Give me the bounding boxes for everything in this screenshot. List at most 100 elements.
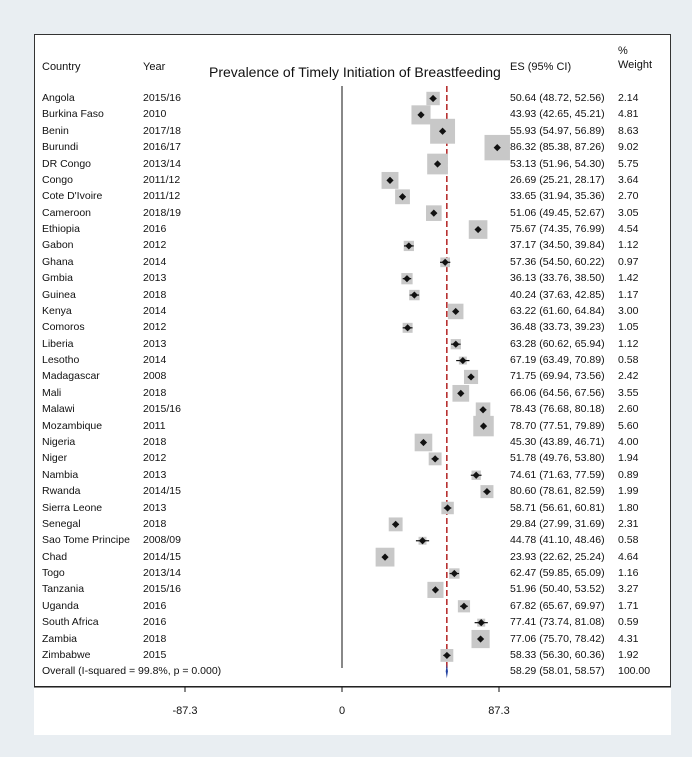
point-estimate bbox=[429, 94, 437, 103]
weight-label: 9.02 bbox=[618, 141, 639, 154]
header-es: ES (95% CI) bbox=[510, 61, 572, 73]
country-label: Rwanda bbox=[42, 485, 81, 498]
point-estimate bbox=[438, 127, 447, 135]
weight-label: 0.59 bbox=[618, 616, 639, 629]
country-label: Congo bbox=[42, 173, 73, 186]
weight-label: 3.27 bbox=[618, 583, 639, 596]
plot-panel bbox=[34, 34, 671, 687]
year-label: 2012 bbox=[143, 239, 167, 252]
year-label: 2015/16 bbox=[143, 583, 181, 596]
x-axis-area bbox=[34, 687, 671, 735]
weight-label: 1.80 bbox=[618, 501, 639, 514]
weight-label: 5.75 bbox=[618, 157, 639, 170]
point-estimate bbox=[452, 307, 460, 316]
es-ci-label: 67.82 (65.67, 69.97) bbox=[510, 599, 605, 612]
weight-label: 3.64 bbox=[618, 173, 639, 186]
weight-label: 0.58 bbox=[618, 534, 639, 547]
country-label: Madagascar bbox=[42, 370, 100, 383]
year-label: 2015/16 bbox=[143, 403, 181, 416]
header-weight-line1: % bbox=[618, 45, 628, 57]
country-label: Benin bbox=[42, 124, 69, 137]
country-label: South Africa bbox=[42, 616, 99, 629]
point-estimate bbox=[474, 225, 482, 234]
country-label: Chad bbox=[42, 550, 68, 563]
point-estimate bbox=[417, 111, 425, 119]
es-ci-label: 45.30 (43.89, 46.71) bbox=[510, 435, 605, 448]
year-label: 2018/19 bbox=[143, 206, 181, 219]
point-estimate bbox=[467, 373, 475, 381]
weight-label: 3.55 bbox=[618, 386, 639, 399]
country-label: Comoros bbox=[42, 321, 85, 334]
es-ci-label: 80.60 (78.61, 82.59) bbox=[510, 485, 605, 498]
chart-title: Prevalence of Timely Initiation of Breas… bbox=[209, 64, 501, 80]
es-ci-label: 86.32 (85.38, 87.26) bbox=[510, 141, 605, 154]
es-ci-label: 58.33 (56.30, 60.36) bbox=[510, 648, 605, 661]
es-ci-label: 57.36 (54.50, 60.22) bbox=[510, 255, 605, 268]
year-label: 2014 bbox=[143, 304, 167, 317]
weight-label: 1.71 bbox=[618, 599, 639, 612]
header-year: Year bbox=[143, 61, 166, 73]
point-estimate bbox=[479, 422, 488, 430]
x-tick-label: 87.3 bbox=[488, 705, 510, 717]
weight-label: 1.12 bbox=[618, 337, 639, 350]
es-ci-label: 63.28 (60.62, 65.94) bbox=[510, 337, 605, 350]
es-ci-label: 43.93 (42.65, 45.21) bbox=[510, 108, 605, 121]
overall-diamond bbox=[445, 664, 448, 679]
year-label: 2012 bbox=[143, 452, 167, 465]
point-estimate bbox=[476, 635, 485, 643]
year-label: 2012 bbox=[143, 321, 167, 334]
point-estimate bbox=[493, 144, 501, 152]
country-label: Sao Tome Principe bbox=[42, 534, 130, 547]
point-estimate bbox=[404, 324, 412, 332]
country-label: Cameroon bbox=[42, 206, 92, 219]
header-weight-line2: Weight bbox=[618, 59, 653, 71]
country-label: Angola bbox=[42, 92, 75, 104]
year-label: 2016 bbox=[143, 599, 167, 612]
es-ci-label: 58.71 (56.61, 60.81) bbox=[510, 501, 605, 514]
es-ci-label: 29.84 (27.99, 31.69) bbox=[510, 517, 605, 530]
year-label: 2014 bbox=[143, 255, 167, 268]
weight-label: 3.00 bbox=[618, 304, 639, 317]
year-label: 2010 bbox=[143, 108, 167, 121]
overall-weight-label: 100.00 bbox=[618, 665, 651, 678]
es-ci-label: 66.06 (64.56, 67.56) bbox=[510, 386, 605, 399]
country-label: Gabon bbox=[42, 239, 74, 252]
point-estimate bbox=[472, 471, 480, 479]
year-label: 2018 bbox=[143, 517, 167, 530]
es-ci-label: 36.13 (33.76, 38.50) bbox=[510, 272, 605, 285]
year-label: 2011 bbox=[143, 419, 166, 432]
es-ci-label: 62.47 (59.85, 65.09) bbox=[510, 567, 605, 580]
country-label: DR Congo bbox=[42, 157, 92, 170]
x-tick-label: -87.3 bbox=[172, 705, 198, 717]
year-label: 2013 bbox=[143, 337, 167, 350]
country-label: Nigeria bbox=[42, 435, 76, 448]
weight-label: 4.00 bbox=[618, 435, 639, 448]
country-label: Ethiopia bbox=[42, 223, 80, 236]
es-ci-label: 51.78 (49.76, 53.80) bbox=[510, 452, 605, 465]
year-label: 2016 bbox=[143, 616, 167, 629]
weight-label: 1.12 bbox=[618, 239, 639, 252]
weight-label: 0.97 bbox=[618, 255, 639, 268]
es-ci-label: 50.64 (48.72, 52.56) bbox=[510, 92, 605, 104]
year-label: 2011/12 bbox=[143, 190, 181, 203]
point-estimate bbox=[459, 356, 467, 365]
point-estimate bbox=[410, 291, 418, 299]
point-estimate bbox=[460, 602, 468, 610]
year-label: 2016 bbox=[143, 223, 167, 236]
es-ci-label: 51.06 (49.45, 52.67) bbox=[510, 206, 605, 219]
weight-label: 4.31 bbox=[618, 632, 639, 645]
country-label: Senegal bbox=[42, 517, 81, 530]
es-ci-label: 53.13 (51.96, 54.30) bbox=[510, 157, 605, 170]
year-label: 2011/12 bbox=[143, 173, 181, 186]
overall-label: Overall (I-squared = 99.8%, p = 0.000) bbox=[42, 665, 222, 678]
es-ci-label: 55.93 (54.97, 56.89) bbox=[510, 124, 605, 137]
weight-label: 3.05 bbox=[618, 206, 639, 219]
x-tick-label: 0 bbox=[338, 705, 346, 717]
overall-es-ci-label: 58.29 (58.01, 58.57) bbox=[510, 665, 605, 678]
country-label: Nambia bbox=[42, 468, 79, 481]
es-ci-label: 77.06 (75.70, 78.42) bbox=[510, 632, 605, 645]
country-label: Sierra Leone bbox=[42, 501, 103, 514]
year-label: 2015 bbox=[143, 648, 167, 661]
weight-label: 2.14 bbox=[618, 92, 639, 104]
weight-label: 4.54 bbox=[618, 223, 639, 236]
